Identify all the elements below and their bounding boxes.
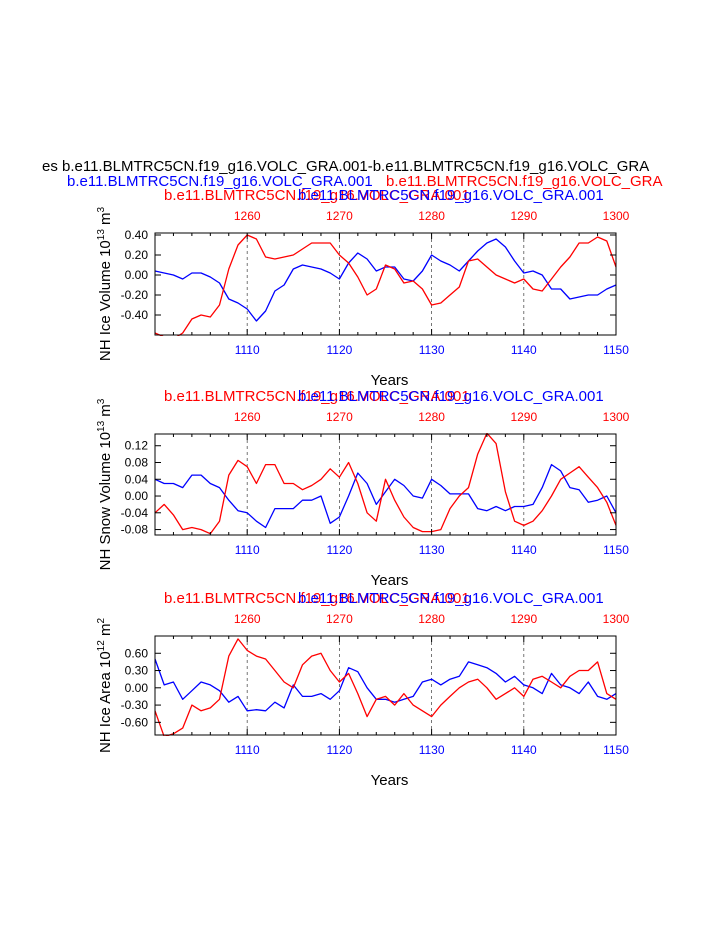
x-axis-label: Years [371, 572, 409, 589]
y-label-unit-exp: 2 [96, 618, 107, 624]
x-tick-label-top: 1300 [603, 209, 630, 223]
x-axis-label: Years [371, 772, 409, 789]
y-tick-label: -0.04 [121, 506, 149, 520]
panel-title-blue: b.e11.BLMTRC5CN.f19_g16.VOLC_GRA.001 [298, 388, 604, 405]
x-tick-label-top: 1300 [603, 410, 630, 424]
panel-title-blue: b.e11.BLMTRC5CN.f19_g16.VOLC_GRA.001 [298, 187, 604, 204]
y-tick-label: -0.40 [121, 308, 149, 322]
y-label-main: NH Ice Area 10 [97, 651, 114, 753]
series-blue-line [154, 463, 617, 529]
y-label-unit: m [97, 404, 114, 421]
y-label-unit: m [97, 212, 114, 229]
x-tick-label-bottom: 1140 [511, 343, 537, 357]
y-tick-label: 0.30 [125, 664, 149, 678]
x-tick-label-bottom: 1140 [511, 743, 537, 757]
y-tick-label: 0.60 [125, 646, 149, 660]
plot-frame [154, 635, 617, 736]
x-tick-label-top: 1280 [418, 612, 445, 626]
panel-title-red: b.e11.BLMTRC5CN.f19_g16.VOLC_GRA.001 [164, 388, 470, 405]
panel-title-red: b.e11.BLMTRC5CN.f19_g16.VOLC_GRA.001 [164, 590, 470, 607]
y-tick-label: -0.30 [121, 698, 149, 712]
x-tick-label-top: 1270 [326, 612, 353, 626]
y-tick-label: -0.08 [121, 523, 149, 537]
x-tick-label-bottom: 1110 [235, 743, 260, 757]
y-tick-label: -0.60 [121, 715, 149, 729]
x-tick-label-top: 1260 [234, 209, 261, 223]
subtitle-red: b.e11.BLMTRC5CN.f19_g16.VOLC_GRA [386, 173, 663, 190]
y-axis-label: NH Ice Volume 1013 m3 [96, 206, 114, 361]
y-tick-label: 0.00 [125, 681, 149, 695]
x-tick-label-top: 1260 [234, 612, 261, 626]
panel-title-blue: b.e11.BLMTRC5CN.f19_g16.VOLC_GRA.001 [298, 590, 604, 607]
x-tick-label-bottom: 1110 [235, 543, 260, 557]
x-tick-label-top: 1280 [418, 410, 445, 424]
y-label-exp: 13 [96, 420, 107, 432]
mask-top [154, 420, 617, 433]
plot-frame [154, 433, 617, 536]
x-tick-label-bottom: 1150 [603, 743, 629, 757]
panel-snow-volume: 1110 1120 1130 1140 1150 1260 1270 1280 1290 1300… [96, 388, 630, 589]
main-title: es b.e11.BLMTRC5CN.f19_g16.VOLC_GRA.001-… [42, 158, 649, 175]
y-label-unit: m [97, 624, 114, 641]
mask-top [154, 622, 617, 635]
x-tick-label-bottom: 1140 [511, 543, 537, 557]
y-axis-label: NH Snow Volume 1013 m3 [96, 398, 114, 570]
x-tick-label-bottom: 1120 [326, 743, 352, 757]
x-tick-label-top: 1270 [326, 410, 353, 424]
mask-bottom [154, 336, 617, 349]
series-red-line [154, 638, 617, 738]
y-label-exp: 13 [96, 229, 107, 241]
mask-bottom [154, 736, 617, 749]
series-blue-line [154, 658, 617, 712]
x-tick-label-top: 1290 [510, 410, 537, 424]
x-tick-label-top: 1300 [603, 612, 630, 626]
x-tick-label-bottom: 1130 [419, 343, 445, 357]
x-tick-label-top: 1270 [326, 209, 353, 223]
series-red-line [154, 234, 617, 340]
x-tick-label-bottom: 1110 [235, 343, 260, 357]
x-axis-label: Years [371, 372, 409, 389]
mask-top [154, 219, 617, 232]
x-tick-label-bottom: 1150 [603, 543, 629, 557]
y-tick-label: 0.00 [125, 268, 149, 282]
y-label-main: NH Ice Volume 10 [97, 240, 114, 361]
plot-frame [154, 232, 617, 336]
panel-ice-volume: 1110 1120 1130 1140 1150 1260 1270 1280 1290 1300… [96, 187, 630, 389]
y-axis-label: NH Ice Area 1012 m2 [96, 618, 114, 754]
y-tick-label: 0.40 [125, 228, 149, 242]
x-tick-label-top: 1280 [418, 209, 445, 223]
y-tick-label: 0.12 [125, 439, 149, 453]
x-tick-label-bottom: 1130 [419, 743, 445, 757]
series-red-line [154, 432, 617, 535]
y-label-unit-exp: 3 [96, 206, 107, 212]
x-tick-label-top: 1260 [234, 410, 261, 424]
x-tick-label-bottom: 1150 [603, 343, 629, 357]
panel-title-red: b.e11.BLMTRC5CN.f19_g16.VOLC_GRA.001 [164, 187, 470, 204]
mask-bottom [154, 536, 617, 549]
series-blue-line [154, 238, 617, 322]
y-tick-label: -0.20 [121, 288, 149, 302]
y-tick-label: 0.04 [125, 472, 149, 486]
y-tick-label: 0.20 [125, 248, 149, 262]
y-tick-label: 0.08 [125, 455, 149, 469]
panel-ice-area: 1110 1120 1130 1140 1150 1260 1270 1280 1290 1300… [96, 590, 630, 789]
subtitle-blue: b.e11.BLMTRC5CN.f19_g16.VOLC_GRA.001 [67, 173, 373, 190]
x-tick-label-bottom: 1120 [326, 543, 352, 557]
x-tick-label-bottom: 1120 [326, 343, 352, 357]
y-label-main: NH Snow Volume 10 [97, 432, 114, 570]
y-label-unit-exp: 3 [96, 398, 107, 404]
y-label-exp: 12 [96, 640, 107, 652]
x-tick-label-top: 1290 [510, 209, 537, 223]
x-tick-label-top: 1290 [510, 612, 537, 626]
y-tick-label: 0.00 [125, 489, 149, 503]
x-tick-label-bottom: 1130 [419, 543, 445, 557]
